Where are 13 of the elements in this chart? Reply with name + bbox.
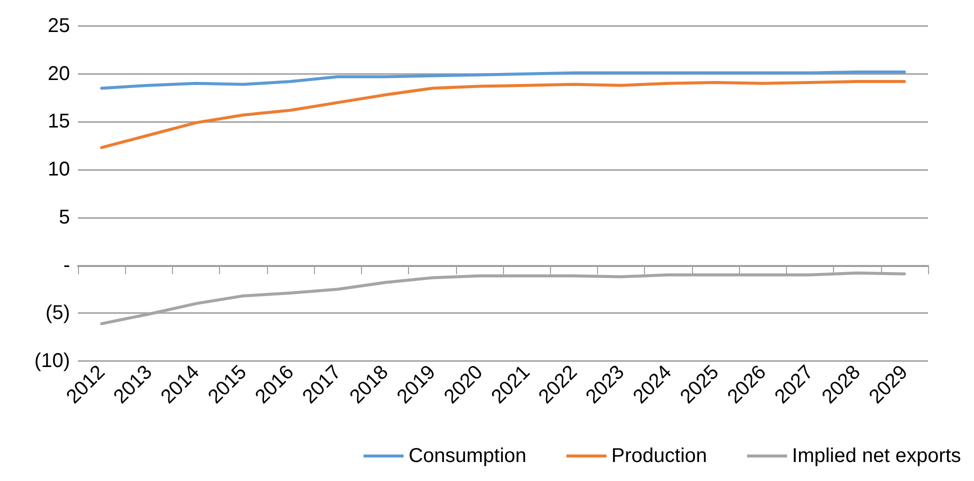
y-tick-label: 20 (48, 62, 70, 85)
y-tick-label: 25 (48, 15, 70, 37)
legend-label: Production (611, 445, 708, 467)
line-series (100, 80, 906, 150)
y-tick-label: - (63, 254, 70, 276)
legend-label: Implied net exports (792, 445, 962, 467)
y-tick-label: (5) (46, 302, 70, 324)
line-series (100, 70, 906, 90)
y-tick-label: (10) (34, 350, 70, 372)
y-tick-label: 5 (58, 206, 70, 228)
y-tick-label: 10 (48, 158, 70, 181)
y-tick-label: 15 (48, 110, 70, 133)
legend-label: Consumption (408, 445, 526, 467)
